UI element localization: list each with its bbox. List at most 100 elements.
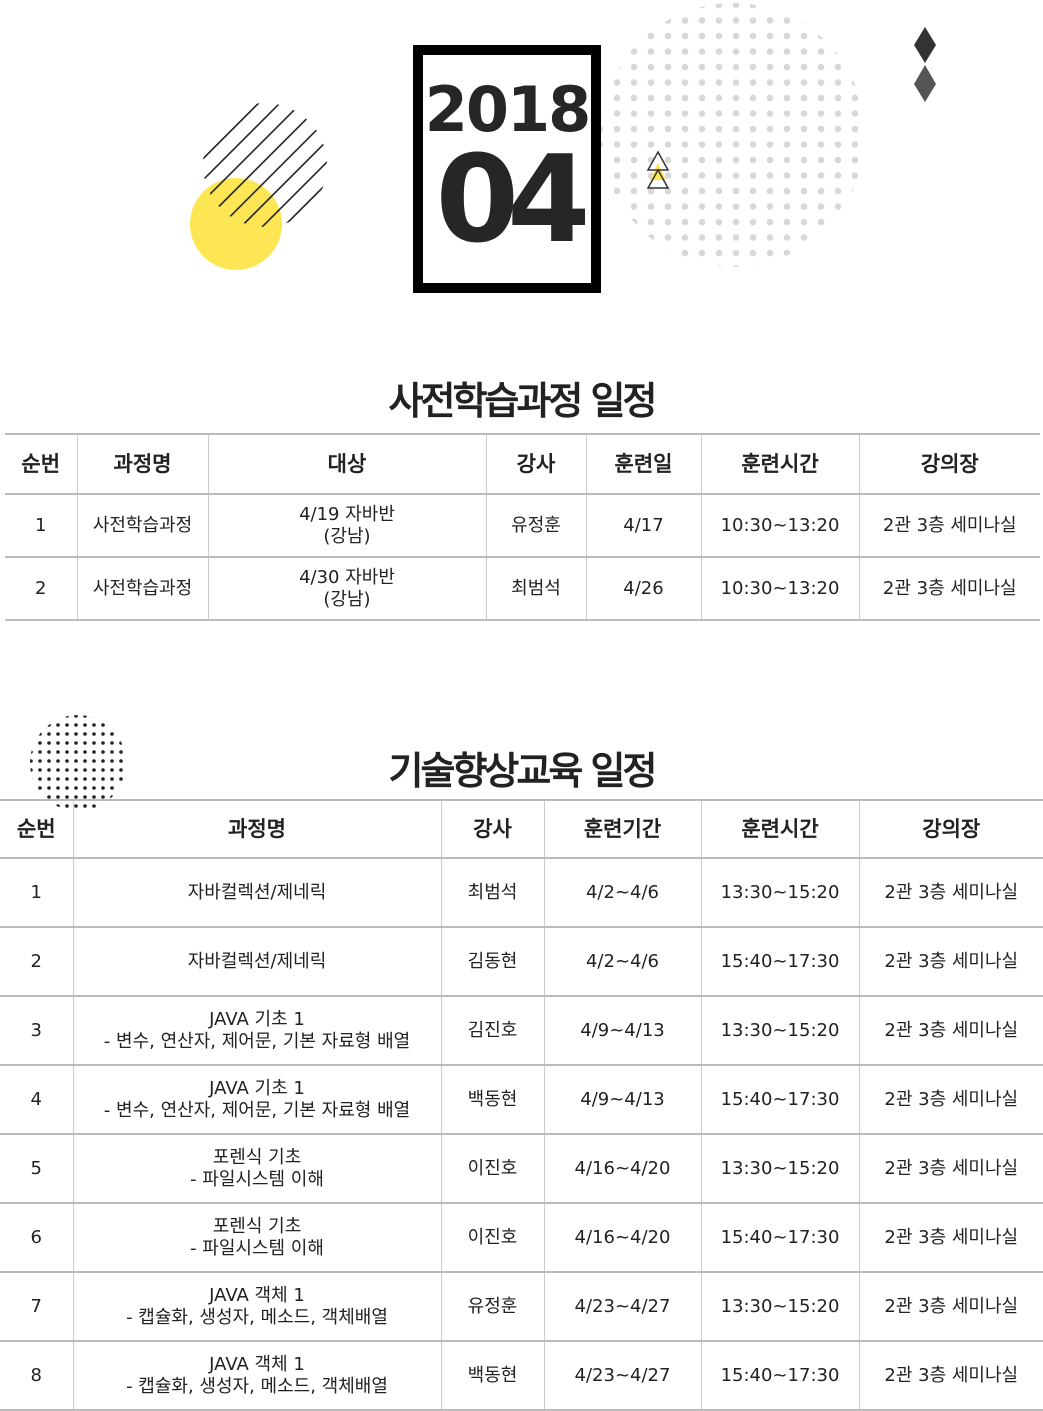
table-cell: 4/16~4/20	[543, 1134, 701, 1204]
column-header: 강사	[440, 799, 544, 859]
table-cell: 13:30~15:20	[700, 1134, 859, 1204]
tech-course-title: 기술향상교육 일정	[388, 749, 658, 793]
table-cell: 포렌식 기초 - 파일시스템 이해	[72, 1203, 441, 1273]
table-cell: 10:30~13:20	[700, 494, 859, 558]
table-cell: 유정훈	[440, 1272, 544, 1342]
table-cell: 2관 3층 세미나실	[858, 927, 1043, 997]
table-cell: 10:30~13:20	[700, 557, 859, 621]
table-cell: 4/2~4/6	[543, 927, 701, 997]
table-row: 2 자바컬렉션/제네릭 김동현 4/2~4/6 15:40~17:30 2관 3층 세미나…	[0, 927, 1043, 997]
table-cell: 1	[5, 494, 77, 558]
pre-course-table: 순번 과정명 대상 강사 훈련일 훈련시간 강의장 1 사전학습과정 4/19 자바반 (강남) 유…	[5, 433, 1040, 621]
table-cell: 사전학습과정	[76, 557, 208, 621]
table-cell: 이진호	[440, 1134, 544, 1204]
column-header: 훈련기간	[543, 799, 701, 859]
table-cell: 백동현	[440, 1065, 544, 1135]
table-cell: 백동현	[440, 1341, 544, 1411]
table-cell: 포렌식 기초 - 파일시스템 이해	[72, 1134, 441, 1204]
table-cell: 최범석	[440, 858, 544, 928]
dark-dot-circle	[30, 715, 126, 811]
table-cell: 3	[0, 996, 73, 1066]
table-row: 5 포렌식 기초 - 파일시스템 이해 이진호 4/16~4/20 13:30~15:2…	[0, 1134, 1043, 1204]
table-cell: 2관 3층 세미나실	[858, 858, 1043, 928]
table-cell: 13:30~15:20	[700, 996, 859, 1066]
table-cell: 4/2~4/6	[543, 858, 701, 928]
column-header: 대상	[207, 433, 486, 495]
triangles-icon	[646, 150, 670, 189]
table-cell: 2관 3층 세미나실	[858, 1203, 1043, 1273]
table-cell: 김진호	[440, 996, 544, 1066]
column-header: 강사	[485, 433, 586, 495]
diamonds-icon	[914, 27, 936, 102]
table-cell: 최범석	[485, 557, 586, 621]
header-row: 순번 과정명 대상 강사 훈련일 훈련시간 강의장	[5, 433, 1040, 495]
table-row: 1 자바컬렉션/제네릭 최범석 4/2~4/6 13:30~15:20 2관 3층 세미나…	[0, 858, 1043, 928]
table-cell: 4/16~4/20	[543, 1203, 701, 1273]
table-cell: 2관 3층 세미나실	[858, 1272, 1043, 1342]
table-cell: 2관 3층 세미나실	[858, 996, 1043, 1066]
table-cell: JAVA 객체 1 - 캡슐화, 생성자, 메소드, 객체배열	[72, 1272, 441, 1342]
table-row: 4 JAVA 기초 1 - 변수, 연산자, 제어문, 기본 자료형 배열 백동현 4…	[0, 1065, 1043, 1135]
table-cell: 2관 3층 세미나실	[858, 1134, 1043, 1204]
table-row: 6 포렌식 기초 - 파일시스템 이해 이진호 4/16~4/20 15:40~17:3…	[0, 1203, 1043, 1273]
table-cell: 4/26	[585, 557, 701, 621]
table-cell: 6	[0, 1203, 73, 1273]
dot-pattern-circle	[601, 3, 865, 267]
decorations	[190, 3, 936, 270]
column-header: 훈련일	[585, 433, 701, 495]
column-header: 과정명	[72, 799, 441, 859]
table-cell: 2관 3층 세미나실	[858, 494, 1040, 558]
table-row: 3 JAVA 기초 1 - 변수, 연산자, 제어문, 기본 자료형 배열 김진호 4…	[0, 996, 1043, 1066]
table-cell: JAVA 기초 1 - 변수, 연산자, 제어문, 기본 자료형 배열	[72, 996, 441, 1066]
year: 2018	[424, 73, 592, 146]
table-cell: 4/19 자바반 (강남)	[207, 494, 486, 558]
column-header: 강의장	[858, 799, 1043, 859]
tech-course-table: 순번 과정명 강사 훈련기간 훈련시간 강의장 1 자바컬렉션/제네릭 최범석 4/2~4/6 13…	[0, 799, 1043, 1411]
table-cell: 5	[0, 1134, 73, 1204]
table-cell: 13:30~15:20	[700, 1272, 859, 1342]
table-cell: 이진호	[440, 1203, 544, 1273]
table-cell: 15:40~17:30	[700, 1203, 859, 1273]
column-header: 강의장	[858, 433, 1040, 495]
table-cell: 2	[0, 927, 73, 997]
table-cell: 15:40~17:30	[700, 1341, 859, 1411]
table-row: 2 사전학습과정 4/30 자바반 (강남) 최범석 4/26 10:30~13:20 2관…	[5, 557, 1040, 621]
pre-course-title: 사전학습과정 일정	[388, 379, 658, 423]
header-row: 순번 과정명 강사 훈련기간 훈련시간 강의장	[0, 799, 1043, 859]
table-cell: 2	[5, 557, 77, 621]
table-cell: 김동현	[440, 927, 544, 997]
table-cell: 13:30~15:20	[700, 858, 859, 928]
column-header: 순번	[5, 433, 77, 495]
column-header: 훈련시간	[700, 799, 859, 859]
table-cell: 4/9~4/13	[543, 1065, 701, 1135]
table-cell: 4/9~4/13	[543, 996, 701, 1066]
table-cell: 4/23~4/27	[543, 1272, 701, 1342]
table-row: 7 JAVA 객체 1 - 캡슐화, 생성자, 메소드, 객체배열 유정훈 4/23~…	[0, 1272, 1043, 1342]
table-cell: 15:40~17:30	[700, 1065, 859, 1135]
table-cell: 15:40~17:30	[700, 927, 859, 997]
striped-circle	[203, 103, 327, 227]
table-cell: 2관 3층 세미나실	[858, 1341, 1043, 1411]
table-cell: JAVA 기초 1 - 변수, 연산자, 제어문, 기본 자료형 배열	[72, 1065, 441, 1135]
table-cell: 자바컬렉션/제네릭	[72, 858, 441, 928]
table-cell: 2관 3층 세미나실	[858, 1065, 1043, 1135]
table-cell: 4/30 자바반 (강남)	[207, 557, 486, 621]
table-cell: 2관 3층 세미나실	[858, 557, 1040, 621]
table-cell: JAVA 객체 1 - 캡슐화, 생성자, 메소드, 객체배열	[72, 1341, 441, 1411]
table-row: 1 사전학습과정 4/19 자바반 (강남) 유정훈 4/17 10:30~13:20 2관…	[5, 494, 1040, 558]
date-box: 2018 04	[413, 45, 601, 293]
month: 04	[435, 131, 591, 270]
column-header: 훈련시간	[700, 433, 859, 495]
table-cell: 사전학습과정	[76, 494, 208, 558]
table-cell: 8	[0, 1341, 73, 1411]
table-cell: 유정훈	[485, 494, 586, 558]
table-cell: 4	[0, 1065, 73, 1135]
column-header: 과정명	[76, 433, 208, 495]
table-cell: 1	[0, 858, 73, 928]
table-row: 8 JAVA 객체 1 - 캡슐화, 생성자, 메소드, 객체배열 백동현 4/23~…	[0, 1341, 1043, 1411]
table-cell: 자바컬렉션/제네릭	[72, 927, 441, 997]
column-header: 순번	[0, 799, 73, 859]
table-cell: 7	[0, 1272, 73, 1342]
table-cell: 4/23~4/27	[543, 1341, 701, 1411]
table-cell: 4/17	[585, 494, 701, 558]
